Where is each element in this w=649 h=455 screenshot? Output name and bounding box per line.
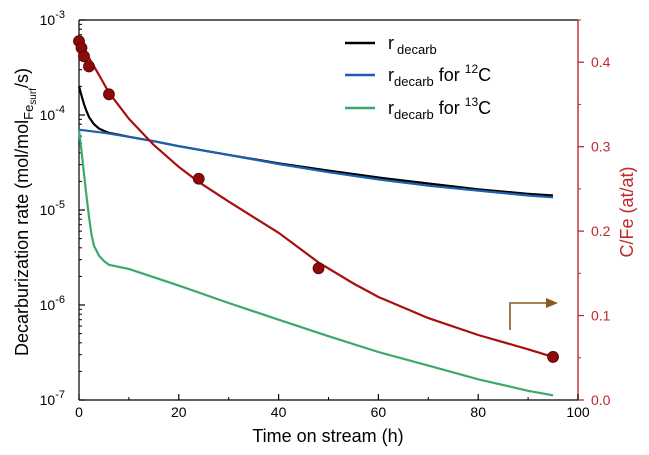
legend-r: r [388, 33, 394, 53]
tick-exponent: -3 [55, 9, 65, 21]
cfe-data-point [78, 50, 90, 63]
series-line-decarb-13c [77, 129, 554, 397]
left-y-ticks: 10-710-610-510-410-3 [40, 9, 85, 408]
right-y-tick-label: 0.2 [591, 223, 611, 239]
right-y-axis-title: C/Fe (at/at) [617, 166, 637, 257]
tick-exponent: -6 [55, 294, 65, 306]
tick-base: 10 [40, 202, 56, 218]
legend-sub: decarb [394, 107, 434, 122]
right-y-tick-label: 0.0 [591, 392, 611, 408]
x-tick-label: 0 [75, 404, 83, 420]
tick-exponent: -4 [55, 104, 65, 116]
tick-exponent: -5 [55, 199, 65, 211]
cfe-data-point [103, 88, 115, 101]
cfe-data-point [312, 262, 325, 275]
legend-after: C [478, 98, 491, 118]
legend: r decarb rdecarb for 12C rdecarb for 13C [345, 33, 491, 122]
tick-base: 10 [40, 392, 56, 408]
left-y-tick-label: 10-4 [40, 104, 65, 123]
left-y-title-tail: /s) [12, 68, 32, 88]
x-tick-label: 80 [470, 404, 486, 420]
legend-label-decarb-12c: rdecarb for 12C [388, 62, 491, 89]
legend-label-decarb-total: r decarb [388, 33, 437, 57]
tick-exponent: -7 [55, 389, 65, 401]
cfe-data-point [192, 172, 205, 185]
legend-sup: 12 [465, 62, 479, 76]
left-y-tick-label: 10-6 [40, 294, 65, 313]
series-markers-cfe [73, 35, 559, 363]
series-layer [73, 35, 559, 397]
x-ticks: 0 20 40 60 80 100 [75, 394, 590, 420]
right-y-ticks: 0.0 0.1 0.2 0.3 0.4 [578, 19, 611, 408]
arrow-head [546, 298, 558, 308]
right-axis-arrow-annotation [509, 298, 558, 330]
left-y-tick-label: 10-3 [40, 9, 65, 28]
x-tick-label: 40 [271, 404, 287, 420]
legend-sub: decarb [397, 42, 437, 57]
left-y-title-sub: Fe [21, 105, 36, 120]
legend-sup: 13 [465, 95, 479, 109]
left-y-tick-label: 10-7 [40, 389, 65, 408]
left-y-axis-title: Decarburization rate (mol/molFesurf/s) [12, 68, 39, 356]
legend-r: r [388, 65, 394, 85]
right-y-tick-label: 0.4 [591, 54, 611, 70]
tick-base: 10 [40, 107, 56, 123]
series-line-decarb-12c [78, 128, 554, 199]
tick-base: 10 [40, 297, 56, 313]
series-line-cfe-model [78, 40, 554, 358]
left-y-tick-label: 10-5 [40, 199, 65, 218]
legend-tail: for [434, 98, 465, 118]
right-y-tick-label: 0.3 [591, 139, 611, 155]
legend-tail: for [434, 65, 465, 85]
legend-after: C [478, 65, 491, 85]
x-tick-label: 100 [566, 404, 590, 420]
legend-r: r [388, 98, 394, 118]
right-y-tick-label: 0.1 [591, 308, 611, 324]
cfe-data-point [547, 351, 559, 363]
x-tick-label: 60 [371, 404, 387, 420]
cfe-data-point [83, 60, 95, 73]
left-y-title-main: Decarburization rate (mol/mol [12, 120, 32, 356]
x-axis-title: Time on stream (h) [252, 426, 403, 446]
left-y-title-subsub: surf [28, 88, 39, 105]
tick-base: 10 [40, 12, 56, 28]
x-tick-label: 20 [171, 404, 187, 420]
arrow-shaft [509, 302, 548, 330]
legend-label-decarb-13c: rdecarb for 13C [388, 95, 491, 122]
legend-sub: decarb [394, 74, 434, 89]
